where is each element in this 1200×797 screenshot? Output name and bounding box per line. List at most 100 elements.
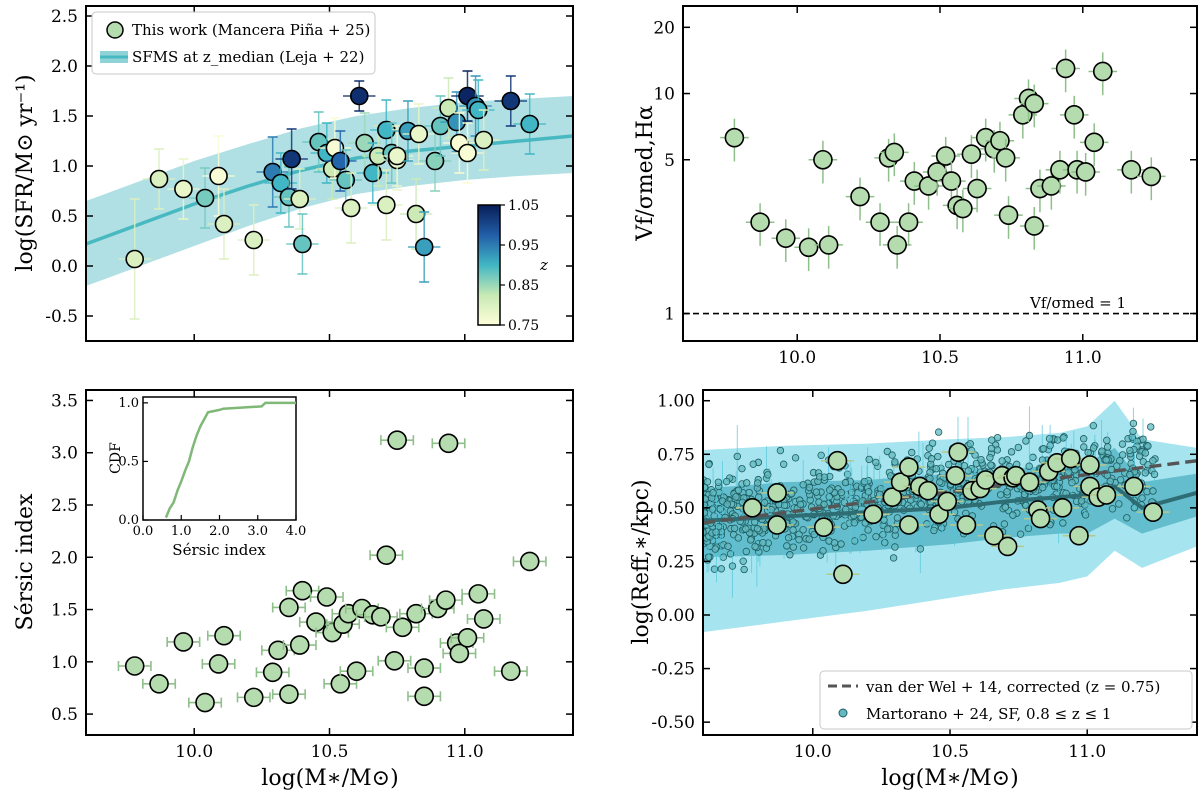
reff-xtick-label: 10.0 xyxy=(794,742,832,762)
sersic-point xyxy=(449,643,470,664)
martorano-point xyxy=(936,478,944,486)
sfr-point xyxy=(209,166,228,186)
vsigma-point xyxy=(1055,58,1076,79)
martorano-point xyxy=(938,524,946,532)
martorano-point xyxy=(1045,434,1054,443)
martorano-point xyxy=(783,542,791,550)
martorano-point xyxy=(859,533,867,542)
sfr-point xyxy=(341,198,361,218)
martorano-point xyxy=(799,544,808,552)
martorano-point xyxy=(1129,419,1138,428)
martorano-point xyxy=(1053,482,1061,491)
sersic-ytick-label: 2.5 xyxy=(51,496,78,516)
martorano-point xyxy=(1123,514,1131,522)
martorano-point xyxy=(784,534,793,542)
reff-point xyxy=(945,465,966,486)
sersic-point xyxy=(173,632,194,652)
sersic-xtick-label: 11.0 xyxy=(446,742,484,762)
martorano-point xyxy=(864,526,872,534)
vsigma-point xyxy=(818,235,839,255)
martorano-point xyxy=(1135,452,1144,460)
reff-point xyxy=(1052,498,1073,518)
martorano-point xyxy=(749,460,757,468)
reff-ytick-label: -0.25 xyxy=(651,660,695,680)
martorano-point xyxy=(883,525,892,533)
martorano-point xyxy=(703,495,709,503)
vsigma-point xyxy=(798,237,819,258)
martorano-point xyxy=(708,505,717,513)
martorano-point xyxy=(960,461,969,470)
reff-legend-line-label: van der Wel + 14, corrected (z = 0.75) xyxy=(865,678,1160,696)
martorano-point xyxy=(872,532,880,541)
cdf-xtick-label: 3.0 xyxy=(247,524,268,539)
reff-xlabel: log(M∗/M⊙) xyxy=(881,766,1018,791)
vsigma-point xyxy=(1024,216,1045,236)
martorano-point xyxy=(780,501,789,510)
sersic-point xyxy=(262,662,283,683)
martorano-point xyxy=(1014,443,1023,452)
martorano-point xyxy=(1081,511,1090,519)
martorano-point xyxy=(1108,505,1117,513)
martorano-point xyxy=(830,539,839,547)
martorano-point xyxy=(734,486,743,494)
martorano-point xyxy=(993,433,1002,442)
reff-point xyxy=(742,498,763,518)
vsigma-xtick-label: 10.0 xyxy=(778,348,816,368)
sersic-point xyxy=(376,545,397,565)
martorano-point xyxy=(1001,503,1010,511)
sfr-point xyxy=(474,130,494,150)
martorano-point xyxy=(1084,448,1092,457)
vsigma-point xyxy=(750,212,770,233)
martorano-point xyxy=(753,524,762,533)
martorano-point xyxy=(717,565,726,573)
sfr-point xyxy=(290,189,310,209)
martorano-point xyxy=(799,481,807,489)
martorano-point xyxy=(796,500,805,509)
martorano-point xyxy=(1118,451,1127,459)
sfr-legend-band-label: SFMS at z_median (Leja + 22) xyxy=(132,48,364,66)
colorbar-tick-label: 0.85 xyxy=(508,278,539,294)
martorano-point xyxy=(703,483,709,492)
sersic-xtick-label: 10.0 xyxy=(175,742,213,762)
sersic-point xyxy=(387,430,407,450)
reff-point xyxy=(1019,472,1040,492)
vsigma-ytick-label: 10 xyxy=(653,85,675,105)
reff-point xyxy=(948,442,969,462)
sfr-ytick-label: 2.0 xyxy=(51,57,78,77)
sfr-point xyxy=(336,170,356,190)
martorano-point xyxy=(716,505,725,513)
martorano-point xyxy=(817,451,825,460)
martorano-point xyxy=(709,489,717,497)
martorano-point xyxy=(926,468,934,476)
cdf-curve xyxy=(164,401,296,519)
vsigma-xtick-label: 11.0 xyxy=(1064,348,1102,368)
martorano-point xyxy=(1039,445,1048,453)
vsigma-point xyxy=(998,205,1019,225)
reff-ytick-label: 1.00 xyxy=(657,392,695,412)
martorano-point xyxy=(742,479,751,487)
sfr-legend: This work (Mancera Piña + 25) SFMS at z_… xyxy=(91,11,376,75)
martorano-point xyxy=(928,439,937,447)
martorano-point xyxy=(819,547,827,555)
martorano-point xyxy=(967,446,976,455)
martorano-point xyxy=(712,528,720,536)
martorano-point xyxy=(739,557,747,565)
vsigma-point xyxy=(1064,105,1085,125)
martorano-point xyxy=(1009,511,1017,519)
martorano-point xyxy=(826,486,834,494)
martorano-point xyxy=(916,545,925,553)
martorano-point xyxy=(733,452,741,461)
reff-point xyxy=(882,487,903,507)
sfr-point xyxy=(174,179,193,199)
martorano-point xyxy=(908,448,916,457)
cdf-inset-ylabel: CDF xyxy=(108,442,124,474)
reff-point xyxy=(767,515,787,535)
martorano-point xyxy=(923,520,931,528)
reff-ytick-label: 0.00 xyxy=(657,606,695,626)
martorano-point xyxy=(934,428,943,436)
martorano-point xyxy=(1144,442,1152,450)
vsigma-point xyxy=(884,142,905,163)
martorano-point xyxy=(751,542,759,551)
cdf-inset-xlabel: Sérsic index xyxy=(172,541,266,559)
martorano-point xyxy=(714,478,723,486)
